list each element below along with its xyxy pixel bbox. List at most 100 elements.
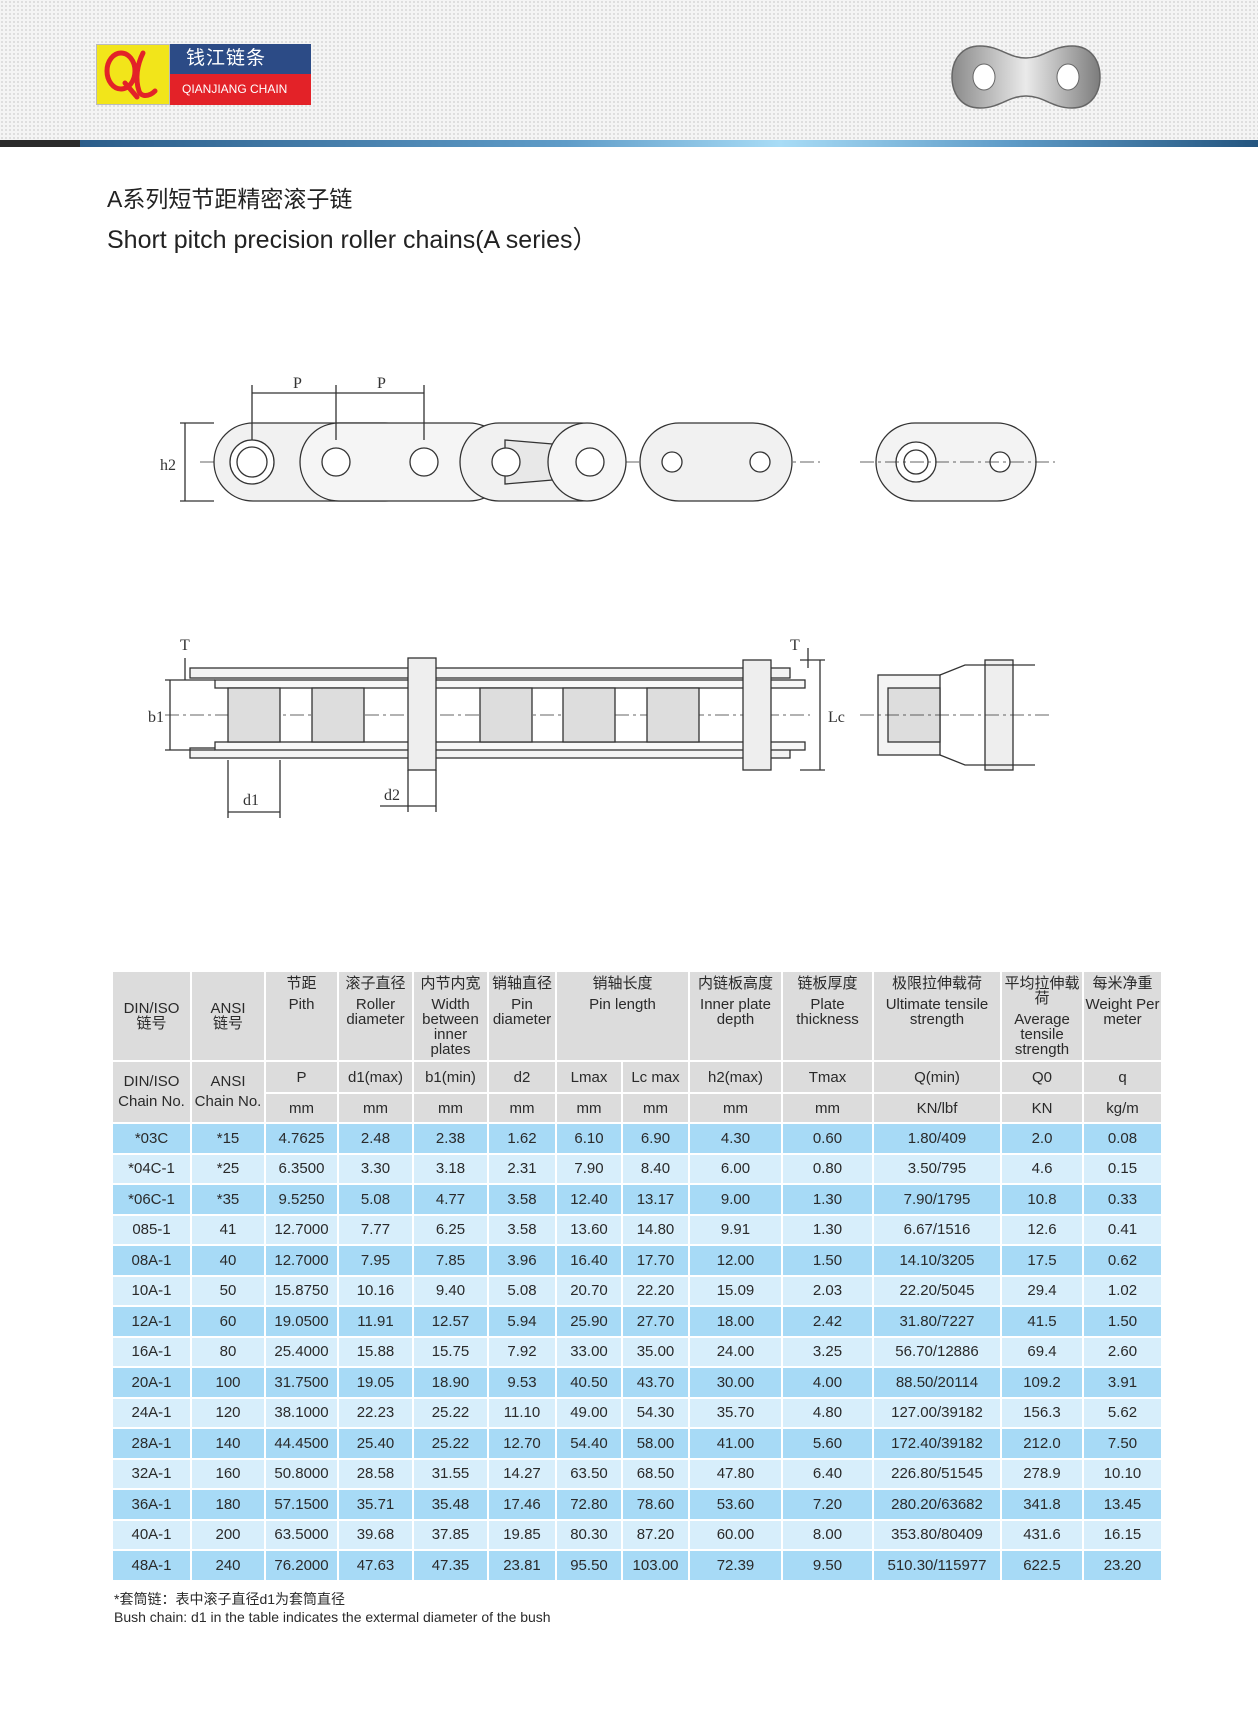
table-cell: 3.30 — [337, 1152, 414, 1185]
header-cell: 链板厚度 Plate thickness — [781, 970, 874, 1062]
table-cell: 2.48 — [337, 1122, 414, 1155]
symbol-cell: DIN/ISO Chain No. — [111, 1060, 192, 1124]
table-cell: 17.5 — [1000, 1244, 1084, 1277]
table-cell: 18.90 — [412, 1366, 489, 1399]
table-cell: 41 — [190, 1213, 266, 1246]
t-label-left: T — [180, 637, 190, 654]
table-cell: 7.90 — [555, 1152, 623, 1185]
table-cell: 2.03 — [781, 1274, 874, 1307]
company-logo: 钱江链条 QIANJIANG CHAIN — [96, 44, 311, 105]
table-cell: 17.46 — [487, 1488, 557, 1521]
table-cell: 36A-1 — [111, 1488, 192, 1521]
header-cell: 内链板高度 Inner plate depth — [688, 970, 783, 1062]
header-label: DIN/ISO 链号 — [123, 1000, 180, 1032]
table-cell: 22.20 — [621, 1274, 690, 1307]
table-cell: 16.40 — [555, 1244, 623, 1277]
symbol-cell: Q(min) — [872, 1060, 1002, 1094]
table-cell: 69.4 — [1000, 1335, 1084, 1368]
table-cell: 08A-1 — [111, 1244, 192, 1277]
table-cell: *06C-1 — [111, 1183, 192, 1216]
table-row: 28A-1 140 44.4500 25.40 25.22 12.70 54.40 58.00… — [111, 1427, 1163, 1460]
table-cell: *15 — [190, 1122, 266, 1155]
table-cell: 13.60 — [555, 1213, 623, 1246]
table-cell: 28.58 — [337, 1457, 414, 1490]
table-cell: 9.00 — [688, 1183, 783, 1216]
table-cell: 7.50 — [1082, 1427, 1163, 1460]
symbol-cell: Tmax — [781, 1060, 874, 1094]
header-divider-bar — [0, 140, 1258, 147]
table-cell: 15.75 — [412, 1335, 489, 1368]
logo-chinese-name: 钱江链条 — [170, 44, 311, 74]
table-cell: 68.50 — [621, 1457, 690, 1490]
symbol-cell: Lmax — [555, 1060, 623, 1094]
table-cell: 6.00 — [688, 1152, 783, 1185]
table-cell: 38.1000 — [264, 1396, 339, 1429]
table-cell: 12.40 — [555, 1183, 623, 1216]
table-cell: 7.85 — [412, 1244, 489, 1277]
table-cell: 31.7500 — [264, 1366, 339, 1399]
table-cell: 180 — [190, 1488, 266, 1521]
table-cell: 8.40 — [621, 1152, 690, 1185]
table-cell: 4.00 — [781, 1366, 874, 1399]
chain-technical-drawing: P P h2 T T b1 d1 d2 Lc — [148, 375, 1055, 818]
header-cell: 节距 Pith — [264, 970, 339, 1062]
table-cell: 156.3 — [1000, 1396, 1084, 1429]
unit-cell: mm — [621, 1092, 690, 1124]
table-cell: 22.23 — [337, 1396, 414, 1429]
table-cell: 15.88 — [337, 1335, 414, 1368]
footnote-cn: *套筒链：表中滚子直径d1为套筒直径 — [114, 1590, 346, 1607]
header-cell: 销轴长度 Pin length — [555, 970, 690, 1062]
table-cell: 7.92 — [487, 1335, 557, 1368]
table-cell: 63.50 — [555, 1457, 623, 1490]
t-label-right: T — [790, 637, 800, 654]
table-cell: 20.70 — [555, 1274, 623, 1307]
symbol-cell: d1(max) — [337, 1060, 414, 1094]
unit-cell: mm — [412, 1092, 489, 1124]
logo-english-name: QIANJIANG CHAIN — [170, 74, 311, 105]
table-cell: 35.70 — [688, 1396, 783, 1429]
table-cell: 88.50/20114 — [872, 1366, 1002, 1399]
table-cell: 278.9 — [1000, 1457, 1084, 1490]
symbol-cell: Q0 — [1000, 1060, 1084, 1094]
table-row: 10A-1 50 15.8750 10.16 9.40 5.08 20.70 22.20 15.… — [111, 1274, 1163, 1307]
table-cell: 3.58 — [487, 1213, 557, 1246]
page-title-cn: A系列短节距精密滚子链 — [107, 186, 353, 212]
unit-cell: kg/m — [1082, 1092, 1163, 1124]
table-cell: 60.00 — [688, 1518, 783, 1551]
table-cell: 15.09 — [688, 1274, 783, 1307]
header-label-en: Average tensile strength — [1014, 1011, 1070, 1058]
table-cell: 7.77 — [337, 1213, 414, 1246]
table-cell: 3.58 — [487, 1183, 557, 1216]
table-cell: 10A-1 — [111, 1274, 192, 1307]
table-cell: 37.85 — [412, 1518, 489, 1551]
table-cell: 2.38 — [412, 1122, 489, 1155]
table-row: 08A-1 40 12.7000 7.95 7.85 3.96 16.40 17.70 12.0… — [111, 1244, 1163, 1277]
table-cell: 25.22 — [412, 1427, 489, 1460]
table-cell: 4.7625 — [264, 1122, 339, 1155]
table-cell: 58.00 — [621, 1427, 690, 1460]
table-cell: 1.62 — [487, 1122, 557, 1155]
table-cell: 4.80 — [781, 1396, 874, 1429]
table-row: 12A-1 60 19.0500 11.91 12.57 5.94 25.90 27.70 18… — [111, 1305, 1163, 1338]
table-cell: 3.96 — [487, 1244, 557, 1277]
table-cell: 1.02 — [1082, 1274, 1163, 1307]
header-label-en: Weight Per meter — [1085, 996, 1160, 1028]
table-cell: 12.7000 — [264, 1213, 339, 1246]
table-cell: 9.40 — [412, 1274, 489, 1307]
header-label-en: Roller diameter — [346, 996, 405, 1028]
table-cell: 085-1 — [111, 1213, 192, 1246]
table-cell: 280.20/63682 — [872, 1488, 1002, 1521]
table-cell: 6.40 — [781, 1457, 874, 1490]
table-row: 32A-1 160 50.8000 28.58 31.55 14.27 63.50 68.50… — [111, 1457, 1163, 1490]
pitch-label-2: P — [377, 375, 386, 392]
table-row: 085-1 41 12.7000 7.77 6.25 3.58 13.60 14.80 9.91… — [111, 1213, 1163, 1246]
table-cell: 0.80 — [781, 1152, 874, 1185]
table-cell: 2.60 — [1082, 1335, 1163, 1368]
table-cell: 4.77 — [412, 1183, 489, 1216]
table-cell: 1.30 — [781, 1183, 874, 1216]
table-cell: *04C-1 — [111, 1152, 192, 1185]
table-cell: 19.05 — [337, 1366, 414, 1399]
table-cell: 9.5250 — [264, 1183, 339, 1216]
table-cell: 53.60 — [688, 1488, 783, 1521]
symbol-cell: q — [1082, 1060, 1163, 1094]
